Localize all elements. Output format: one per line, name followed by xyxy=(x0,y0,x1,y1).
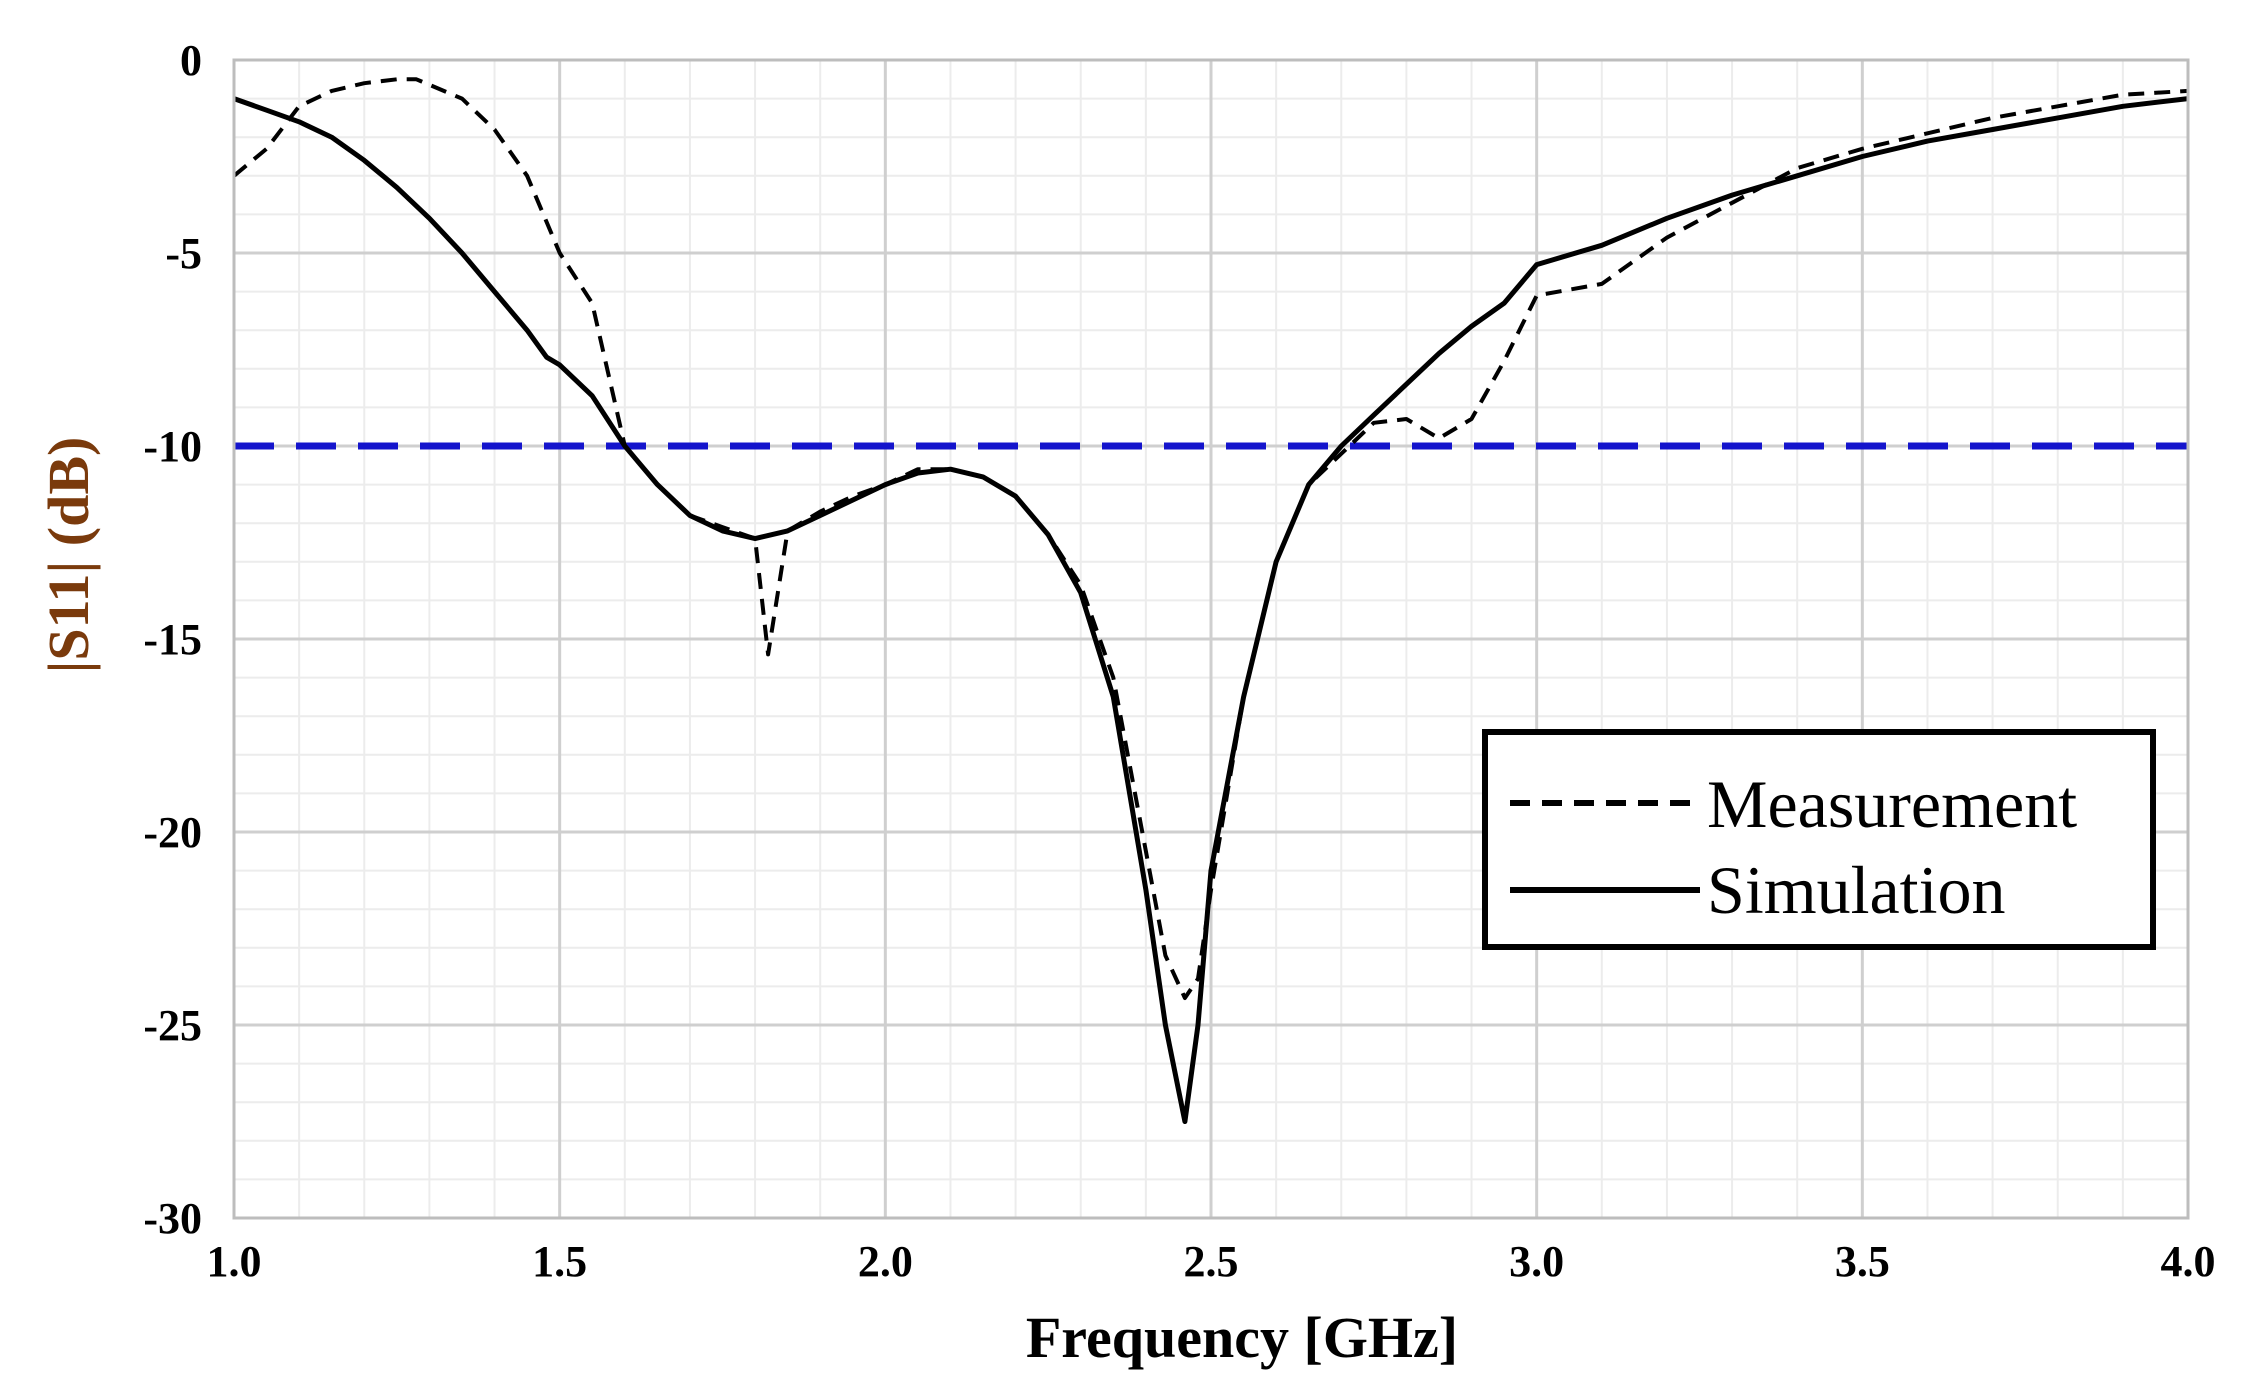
y-axis-title: |S11| (dB) xyxy=(36,437,101,674)
y-tick-label: -10 xyxy=(143,422,202,471)
y-tick-label: -30 xyxy=(143,1194,202,1243)
x-tick-label: 2.0 xyxy=(858,1237,913,1286)
legend-label-simulation: Simulation xyxy=(1707,852,2005,928)
y-tick-label: -20 xyxy=(143,808,202,857)
y-tick-labels: 0 -5 -10 -15 -20 -25 -30 xyxy=(143,36,202,1243)
series-line-simulation xyxy=(233,96,2189,1124)
x-tick-label: 3.5 xyxy=(1835,1237,1890,1286)
x-tick-label: 2.5 xyxy=(1184,1237,1239,1286)
series-layer xyxy=(232,77,2189,1124)
x-tick-labels: 1.0 1.5 2.0 2.5 3.0 3.5 4.0 xyxy=(207,1237,2216,1286)
x-tick-label: 3.0 xyxy=(1509,1237,1564,1286)
y-tick-label: -15 xyxy=(143,615,202,664)
legend: Measurement Simulation xyxy=(1482,729,2156,950)
plot-frame xyxy=(232,58,2190,1220)
x-tick-label: 1.0 xyxy=(207,1237,262,1286)
legend-label-measurement: Measurement xyxy=(1707,766,2077,842)
x-axis-title: Frequency [GHz] xyxy=(1026,1305,1458,1370)
y-tick-label: -5 xyxy=(165,229,202,278)
x-tick-label: 1.5 xyxy=(532,1237,587,1286)
y-tick-label: -25 xyxy=(143,1001,202,1050)
y-tick-label: 0 xyxy=(180,36,202,85)
legend-box xyxy=(1482,729,2156,950)
x-tick-label: 4.0 xyxy=(2161,1237,2216,1286)
